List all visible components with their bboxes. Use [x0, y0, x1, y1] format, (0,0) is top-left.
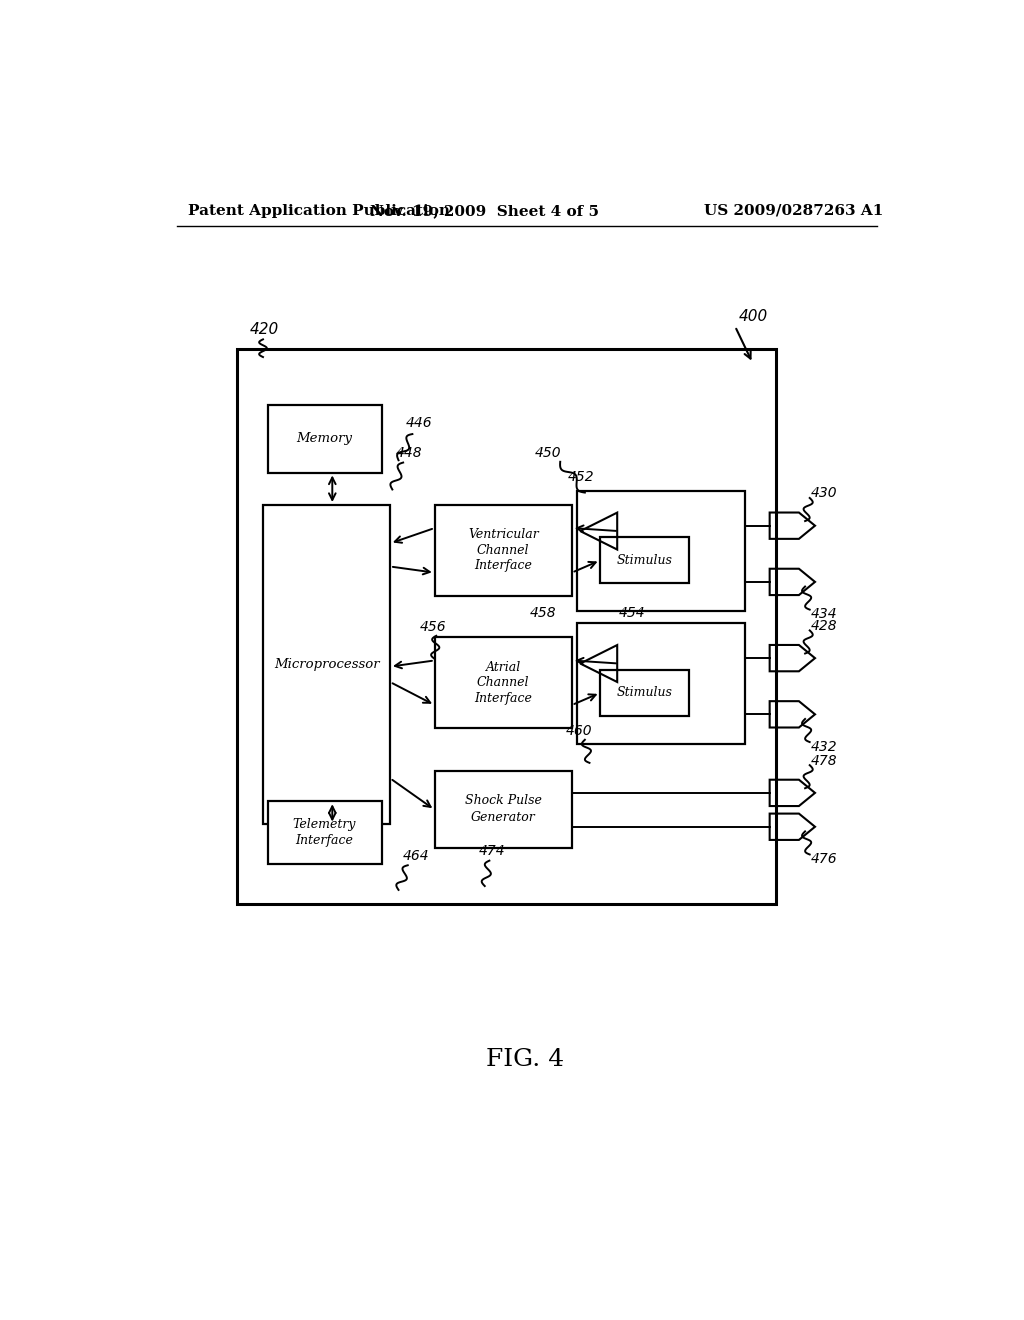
Text: Channel: Channel — [477, 676, 529, 689]
Text: 446: 446 — [407, 416, 433, 430]
Text: Telemetry: Telemetry — [293, 818, 356, 832]
Text: 464: 464 — [403, 849, 430, 863]
Text: 434: 434 — [811, 607, 838, 622]
Bar — [267, 801, 382, 865]
Text: Interface: Interface — [296, 834, 353, 847]
Bar — [435, 771, 571, 849]
Text: 476: 476 — [811, 853, 838, 866]
Text: 430: 430 — [811, 486, 838, 500]
Text: 420: 420 — [250, 322, 280, 337]
Text: 428: 428 — [811, 619, 838, 632]
Bar — [578, 623, 745, 743]
Bar — [267, 405, 382, 473]
Text: 478: 478 — [811, 754, 838, 767]
Text: Interface: Interface — [474, 560, 532, 573]
Bar — [600, 669, 689, 715]
Text: 450: 450 — [535, 446, 561, 459]
Bar — [435, 638, 571, 729]
Text: Patent Application Publication: Patent Application Publication — [188, 203, 451, 218]
Text: 458: 458 — [529, 606, 556, 619]
Text: Generator: Generator — [471, 810, 536, 824]
Text: Microprocessor: Microprocessor — [273, 659, 379, 671]
Text: 448: 448 — [395, 446, 422, 459]
Bar — [578, 491, 745, 611]
Text: 452: 452 — [568, 470, 595, 484]
Text: Nov. 19, 2009  Sheet 4 of 5: Nov. 19, 2009 Sheet 4 of 5 — [371, 203, 599, 218]
Text: 432: 432 — [811, 739, 838, 754]
Text: Ventricular: Ventricular — [468, 528, 539, 541]
Bar — [435, 506, 571, 595]
Text: Stimulus: Stimulus — [616, 554, 673, 566]
Text: Interface: Interface — [474, 692, 532, 705]
Text: 456: 456 — [420, 619, 446, 634]
Text: Stimulus: Stimulus — [616, 686, 673, 700]
Text: Memory: Memory — [297, 432, 352, 445]
Text: Atrial: Atrial — [485, 661, 521, 675]
Bar — [600, 537, 689, 583]
Text: 400: 400 — [739, 309, 768, 323]
Text: 474: 474 — [478, 845, 505, 858]
Text: Channel: Channel — [477, 544, 529, 557]
Bar — [237, 350, 776, 904]
Text: FIG. 4: FIG. 4 — [485, 1048, 564, 1071]
Text: 460: 460 — [565, 725, 592, 738]
Bar — [263, 506, 390, 825]
Text: US 2009/0287263 A1: US 2009/0287263 A1 — [705, 203, 884, 218]
Text: Shock Pulse: Shock Pulse — [465, 795, 542, 807]
Text: 454: 454 — [618, 606, 645, 619]
